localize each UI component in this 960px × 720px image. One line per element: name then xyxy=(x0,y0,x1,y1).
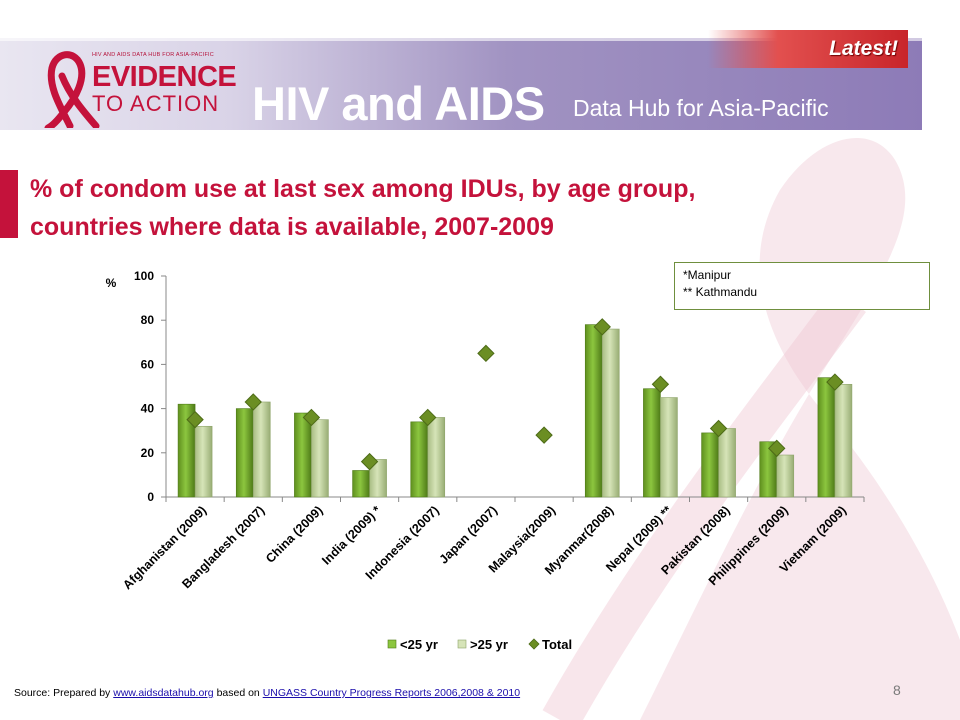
logo-evidence-text: EVIDENCE xyxy=(92,61,237,93)
slide-title-line-2: countries where data is available, 2007-… xyxy=(30,213,554,241)
total-marker xyxy=(826,373,844,391)
legend-over-label: >25 yr xyxy=(470,637,508,652)
bar-under25 xyxy=(701,432,719,498)
y-tick-label: 60 xyxy=(141,357,155,371)
total-marker xyxy=(535,426,553,444)
red-ribbon-logo-icon xyxy=(44,51,100,128)
bar-over25 xyxy=(834,383,853,498)
total-marker xyxy=(419,408,437,427)
bar-under25 xyxy=(584,324,603,498)
total-marker xyxy=(186,410,204,429)
footnote-manipur: *Manipur xyxy=(683,268,732,282)
logo-action-text: TO ACTION xyxy=(92,91,220,116)
bar-under25 xyxy=(817,377,836,498)
app-title: HIV and AIDS xyxy=(252,77,545,130)
latest-label: Latest! xyxy=(829,37,898,60)
bar-under25 xyxy=(235,408,254,498)
bar-under25 xyxy=(643,388,661,498)
logo-tagline: HIV AND AIDS DATA HUB FOR ASIA-PACIFIC xyxy=(92,52,214,58)
x-category-label: China (2009) xyxy=(263,503,325,565)
bar-over25 xyxy=(369,459,387,498)
total-marker xyxy=(593,318,611,336)
source-prefix: Source: Prepared by xyxy=(14,687,111,699)
source-link-aidsdatahub[interactable]: www.aidsdatahub.org xyxy=(113,687,214,699)
bar-over25 xyxy=(311,419,329,498)
footnote-box: *Manipur ** Kathmandu xyxy=(674,262,930,310)
total-marker xyxy=(302,408,321,427)
legend-under-label: <25 yr xyxy=(400,637,438,652)
bar-over25 xyxy=(776,454,795,498)
y-tick-label: 80 xyxy=(141,313,155,327)
y-axis-label: % xyxy=(106,276,117,290)
footnote-kathmandu: ** Kathmandu xyxy=(683,285,758,299)
app-subtitle: Data Hub for Asia-Pacific xyxy=(573,95,829,121)
slide-title-line-1: % of condom use at last sex among IDUs, … xyxy=(30,175,696,203)
bar-over25 xyxy=(194,425,213,498)
bar-under25 xyxy=(410,421,429,498)
header-highlight xyxy=(0,38,922,41)
bar-under25 xyxy=(352,470,370,498)
bar-over25 xyxy=(252,401,271,498)
total-marker xyxy=(244,393,262,411)
total-marker xyxy=(651,375,670,393)
slide-title: % of condom use at last sex among IDUs, … xyxy=(30,170,890,246)
bar-over25 xyxy=(427,417,446,498)
title-accent-bar xyxy=(0,170,18,238)
legend-total-label: Total xyxy=(542,637,572,652)
source-middle: based on xyxy=(216,687,260,699)
total-marker xyxy=(360,452,379,471)
y-tick-label: 20 xyxy=(141,446,155,460)
x-category-label: India (2009) * xyxy=(319,503,384,568)
bar-over25 xyxy=(601,328,620,498)
legend-total-marker xyxy=(528,638,540,650)
page-number: 8 xyxy=(893,682,901,698)
x-category-label: Japan (2007) xyxy=(437,503,500,566)
total-marker xyxy=(709,419,728,438)
legend-under-swatch xyxy=(387,639,397,649)
latest-badge-bar xyxy=(708,30,908,68)
y-tick-label: 0 xyxy=(147,490,154,504)
source-link-ungass[interactable]: UNGASS Country Progress Reports 2006,200… xyxy=(262,687,521,699)
latest-badge[interactable]: Latest! xyxy=(708,30,908,68)
total-marker xyxy=(477,344,495,363)
source-note: Source: Prepared by www.aidsdatahub.org … xyxy=(14,687,520,699)
bar-under25 xyxy=(294,412,312,498)
bar-over25 xyxy=(660,397,678,498)
bar-over25 xyxy=(718,428,736,498)
y-tick-label: 40 xyxy=(141,402,155,416)
total-marker xyxy=(768,439,786,458)
legend-over-swatch xyxy=(457,639,467,649)
y-tick-label: 100 xyxy=(134,269,154,283)
